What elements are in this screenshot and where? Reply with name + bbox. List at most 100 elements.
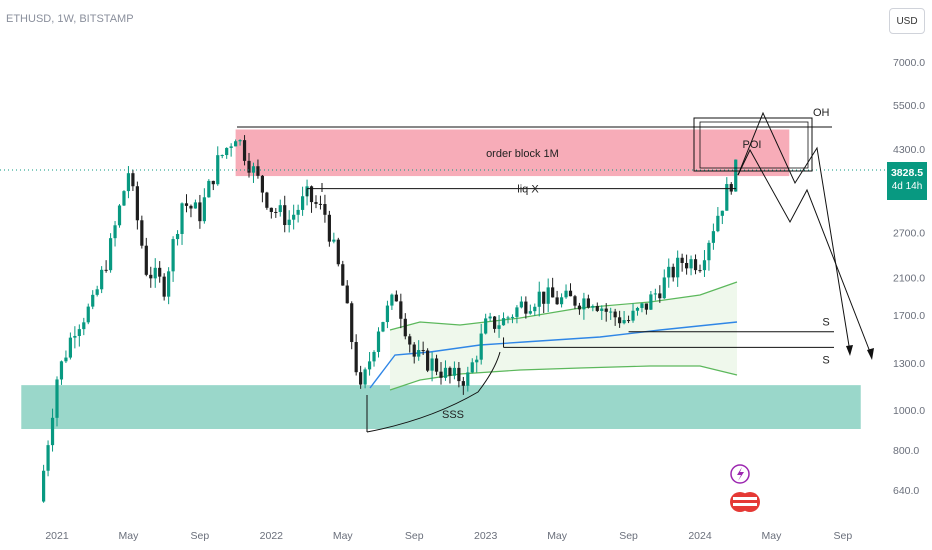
candle-body	[609, 311, 613, 313]
candle-body	[537, 291, 541, 307]
candle-body	[484, 318, 488, 334]
candle-body	[711, 231, 715, 243]
candle-body	[510, 316, 515, 318]
candle-body	[622, 320, 626, 324]
candle-body	[135, 186, 139, 221]
y-tick-label: 1300.0	[893, 358, 925, 370]
candle-body	[515, 307, 519, 317]
candle-body	[117, 205, 122, 226]
candle-body	[242, 140, 247, 161]
candle-body	[323, 204, 327, 215]
candle-body	[113, 225, 117, 239]
candle-body	[207, 180, 211, 198]
candle-body	[439, 371, 443, 378]
arrow-head-b	[867, 348, 874, 360]
x-tick-label: Sep	[834, 530, 853, 542]
candle-body	[332, 239, 336, 242]
candle-body	[314, 202, 318, 204]
level-label-0: liq X	[517, 184, 539, 196]
candle-body	[131, 173, 135, 187]
candle-body	[193, 202, 198, 209]
candle-body	[488, 316, 492, 319]
candle-body	[42, 470, 46, 502]
candle-body	[729, 184, 733, 192]
candle-body	[198, 202, 202, 222]
candle-body	[336, 239, 340, 265]
candle-body	[725, 184, 729, 211]
candle-body	[269, 207, 273, 212]
candle-body	[95, 289, 99, 295]
chart-title: ETHUSD, 1W, BITSTAMP	[6, 13, 134, 25]
candle-body	[542, 291, 546, 304]
candle-body	[91, 294, 95, 307]
candle-body	[461, 381, 465, 386]
candle-body	[613, 311, 617, 318]
candle-body	[618, 317, 622, 324]
candle-body	[238, 140, 242, 142]
candle-body	[546, 287, 550, 304]
candle-body	[426, 350, 430, 371]
candle-body	[162, 276, 166, 297]
candle-body	[350, 303, 354, 343]
candle-body	[586, 298, 590, 308]
y-tick-label: 7000.0	[893, 57, 925, 69]
candle-body	[372, 351, 376, 362]
last-price-tag: 3828.5 4d 14h	[887, 162, 927, 200]
candle-body	[448, 367, 452, 376]
candle-body	[667, 266, 671, 278]
currency-button[interactable]: USD	[889, 8, 925, 34]
candle-body	[68, 337, 72, 358]
candle-body	[100, 269, 104, 290]
candle-body	[551, 287, 555, 298]
candle-body	[555, 297, 559, 305]
candle-body	[702, 260, 707, 271]
x-tick-label: Sep	[191, 530, 210, 542]
candle-body	[568, 290, 573, 297]
y-tick-label: 800.0	[893, 445, 919, 457]
candle-body	[251, 166, 256, 173]
candle-body	[376, 331, 381, 352]
candle-body	[640, 303, 644, 308]
candle-body	[354, 342, 358, 373]
x-tick-label: Sep	[405, 530, 424, 542]
sss-curve	[366, 351, 501, 433]
candle-body	[318, 203, 323, 205]
candle-body	[363, 369, 367, 385]
candle-body	[300, 196, 305, 210]
candle-body	[693, 259, 698, 271]
candle-body	[403, 318, 407, 337]
candle-body	[658, 293, 662, 299]
candle-body	[559, 297, 564, 305]
us-flag-icon-2	[740, 492, 760, 512]
candle-body	[144, 245, 148, 275]
candle-body	[452, 367, 457, 376]
candle-body	[524, 301, 528, 314]
order-block-label: order block 1M	[486, 148, 559, 160]
candle-body	[390, 294, 394, 306]
candle-body	[528, 311, 532, 314]
candle-body	[50, 417, 55, 446]
candle-body	[234, 141, 238, 147]
candle-body	[359, 372, 363, 385]
candle-body	[412, 344, 416, 357]
candle-body	[573, 296, 577, 306]
oh-label: OH	[813, 107, 830, 119]
candle-body	[122, 191, 126, 206]
candle-body	[260, 175, 265, 193]
candle-body	[506, 317, 510, 319]
poi-inner-box	[699, 121, 809, 169]
candle-body	[698, 270, 702, 272]
x-tick-label: 2023	[474, 530, 498, 542]
candle-body	[296, 209, 300, 215]
candle-body	[430, 358, 434, 371]
candle-body	[653, 293, 657, 295]
candle-body	[635, 307, 640, 311]
arrow-head-a	[846, 345, 853, 356]
candle-body	[457, 367, 461, 382]
candle-body	[247, 160, 251, 173]
candle-body	[104, 269, 108, 271]
candle-body	[180, 203, 184, 234]
candle-body	[649, 294, 653, 310]
support-zone	[21, 385, 861, 430]
